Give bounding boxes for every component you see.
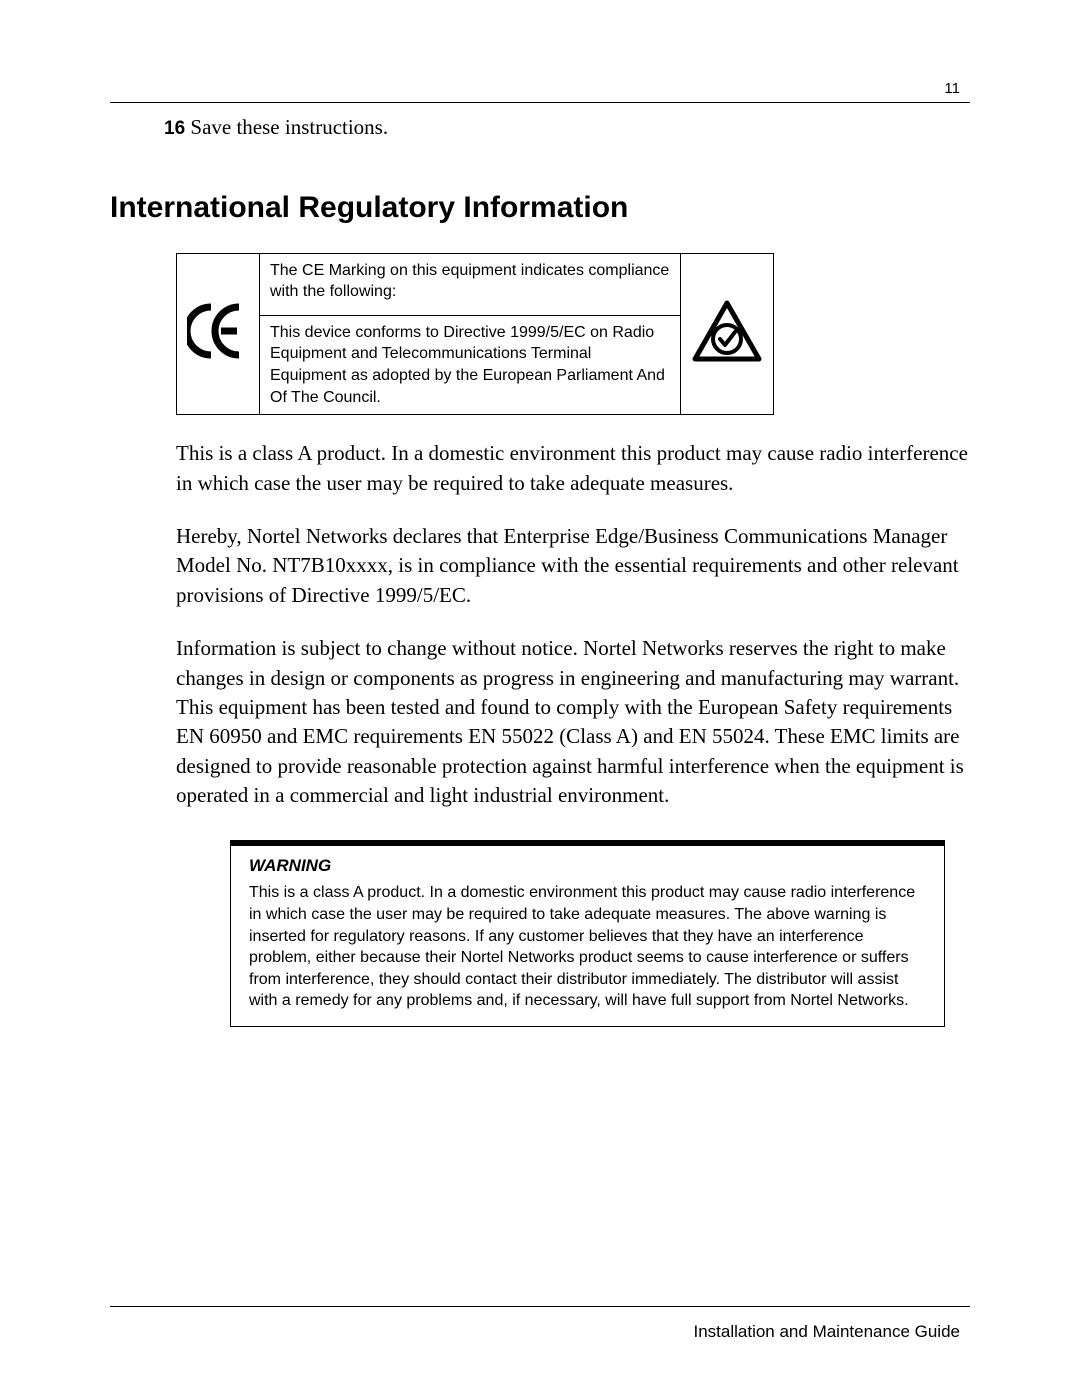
instruction-number: 16 bbox=[164, 118, 185, 139]
section-heading: International Regulatory Information bbox=[110, 191, 970, 225]
ce-text-line1: The CE Marking on this equipment indicat… bbox=[270, 260, 670, 309]
top-rule bbox=[110, 102, 970, 103]
warning-title: WARNING bbox=[249, 856, 926, 876]
warning-body: This is a class A product. In a domestic… bbox=[249, 882, 926, 1012]
body-paragraph-1: This is a class A product. In a domestic… bbox=[176, 439, 970, 498]
instruction-line: 16 Save these instructions. bbox=[164, 113, 970, 143]
ce-mark-cell bbox=[177, 253, 260, 415]
ce-text-row1: The CE Marking on this equipment indicat… bbox=[260, 253, 681, 315]
body-paragraph-3: Information is subject to change without… bbox=[176, 634, 970, 810]
page-number: 11 bbox=[944, 80, 960, 97]
ce-compliance-table: The CE Marking on this equipment indicat… bbox=[176, 253, 774, 416]
compliance-badge-cell bbox=[681, 253, 774, 415]
ce-text-row2: This device conforms to Directive 1999/5… bbox=[260, 315, 681, 414]
ce-mark-icon bbox=[187, 301, 249, 361]
footer-text: Installation and Maintenance Guide bbox=[693, 1322, 960, 1342]
compliance-check-icon bbox=[691, 299, 763, 363]
warning-box: WARNING This is a class A product. In a … bbox=[230, 840, 945, 1027]
ce-text-line2: This device conforms to Directive 1999/5… bbox=[270, 322, 670, 408]
body-paragraph-2: Hereby, Nortel Networks declares that En… bbox=[176, 522, 970, 610]
document-page: 11 16 Save these instructions. Internati… bbox=[0, 0, 1080, 1397]
instruction-text: Save these instructions. bbox=[185, 115, 388, 139]
footer-rule bbox=[110, 1306, 970, 1307]
